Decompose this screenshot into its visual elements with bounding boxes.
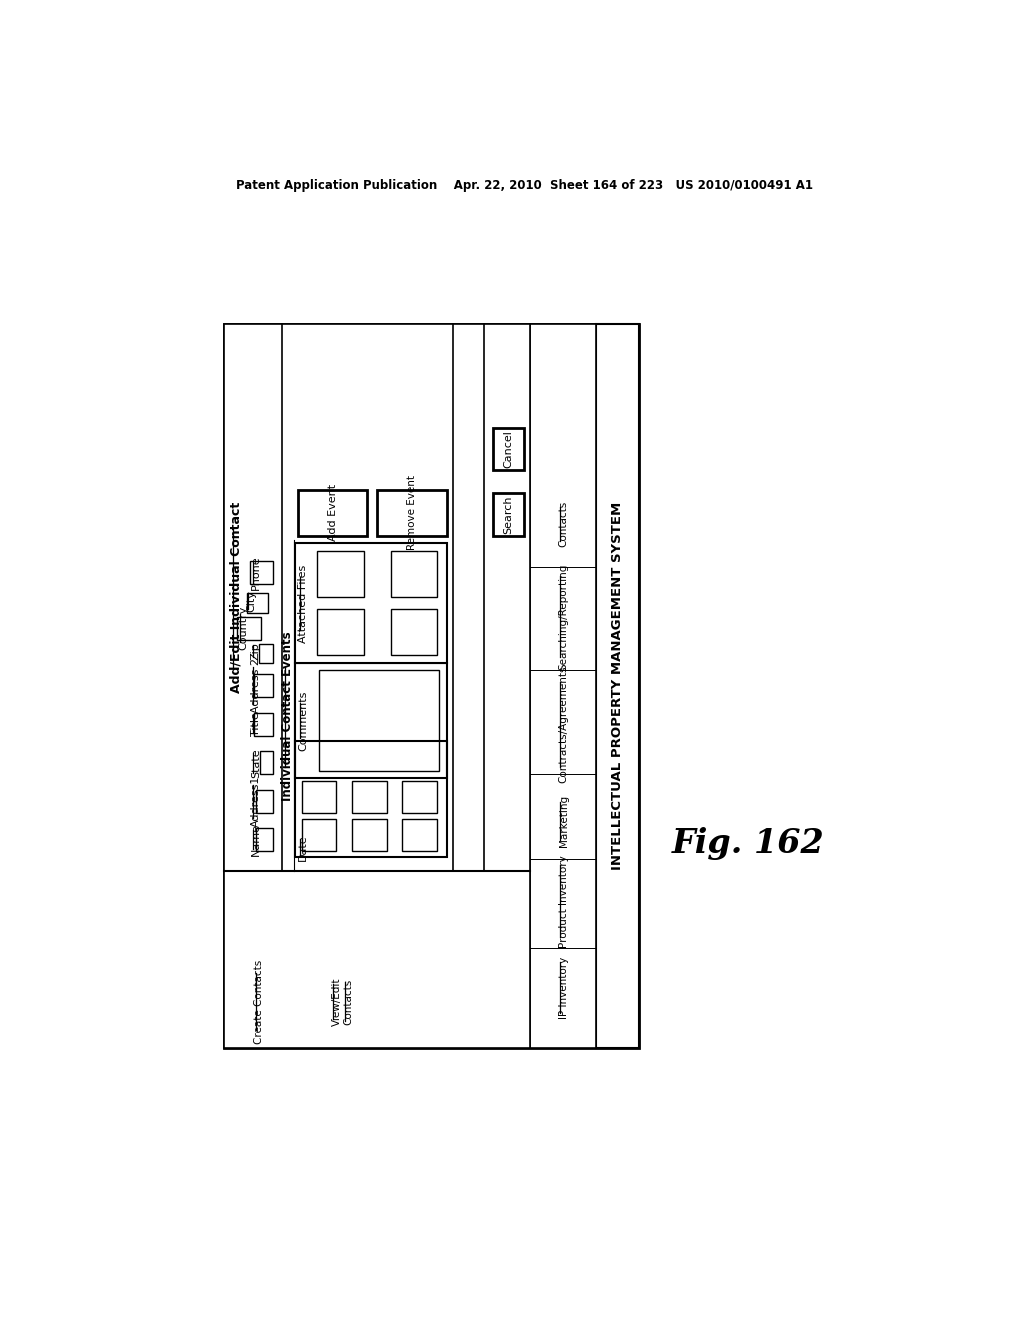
Text: Marketing: Marketing <box>558 795 568 846</box>
Bar <box>238 616 260 640</box>
Bar <box>596 323 639 1048</box>
Text: Search: Search <box>504 496 513 535</box>
Text: Date: Date <box>298 834 308 861</box>
Text: Contacts: Contacts <box>558 502 568 548</box>
Text: State: State <box>251 748 261 777</box>
Text: Searching/Reporting: Searching/Reporting <box>558 564 568 669</box>
Bar <box>254 713 273 737</box>
Bar <box>260 751 273 775</box>
Bar <box>224 871 530 1048</box>
Text: Patent Application Publication    Apr. 22, 2010  Sheet 164 of 223   US 2010/0100: Patent Application Publication Apr. 22, … <box>237 178 813 191</box>
Bar <box>317 552 364 598</box>
Bar <box>318 671 438 771</box>
Bar <box>391 609 437 655</box>
Text: Comments: Comments <box>298 690 308 751</box>
Text: Title: Title <box>251 713 261 737</box>
Bar <box>250 561 273 585</box>
Bar <box>224 323 530 871</box>
Bar <box>256 829 273 851</box>
Text: Add Event: Add Event <box>328 484 338 541</box>
Bar <box>224 323 639 1048</box>
Bar <box>254 675 273 697</box>
Bar <box>317 609 364 655</box>
Bar <box>352 818 387 851</box>
Bar <box>256 789 273 813</box>
Bar <box>391 552 437 598</box>
Text: Address1: Address1 <box>251 776 261 828</box>
Text: Individual Contact Events: Individual Contact Events <box>282 632 294 801</box>
Bar <box>402 780 437 813</box>
Text: Remove Event: Remove Event <box>407 475 417 550</box>
Bar <box>493 428 524 470</box>
Bar <box>493 494 524 536</box>
Bar <box>295 663 446 779</box>
Text: INTELLECTUAL PROPERTY MANAGEMENT SYSTEM: INTELLECTUAL PROPERTY MANAGEMENT SYSTEM <box>611 502 625 870</box>
Bar <box>298 490 368 536</box>
Bar <box>247 594 268 612</box>
Text: IP Inventory: IP Inventory <box>558 957 568 1019</box>
Text: Phone: Phone <box>251 556 261 590</box>
Text: Attached Files: Attached Files <box>298 565 308 643</box>
Text: City: City <box>246 590 256 612</box>
Text: Address 2: Address 2 <box>251 659 261 713</box>
Text: Contracts/Agreements: Contracts/Agreements <box>558 665 568 783</box>
Text: Zip: Zip <box>251 643 261 660</box>
Bar <box>259 644 273 663</box>
Text: Cancel: Cancel <box>504 430 513 469</box>
Bar <box>302 780 337 813</box>
Bar <box>295 742 446 857</box>
Text: Name: Name <box>251 824 261 857</box>
Bar <box>377 490 446 536</box>
Text: Add/Edit Individual Contact: Add/Edit Individual Contact <box>229 502 243 693</box>
Text: Create Contacts: Create Contacts <box>254 960 264 1044</box>
Text: Contacts: Contacts <box>343 978 353 1024</box>
Bar <box>530 323 596 1048</box>
Text: Country: Country <box>239 606 249 651</box>
Text: Product Inventory: Product Inventory <box>558 855 568 948</box>
Text: View/Edit: View/Edit <box>332 977 341 1026</box>
Bar <box>402 818 437 851</box>
Bar <box>352 780 387 813</box>
Bar <box>302 818 337 851</box>
Text: Fig. 162: Fig. 162 <box>672 828 824 861</box>
Bar <box>295 544 446 663</box>
